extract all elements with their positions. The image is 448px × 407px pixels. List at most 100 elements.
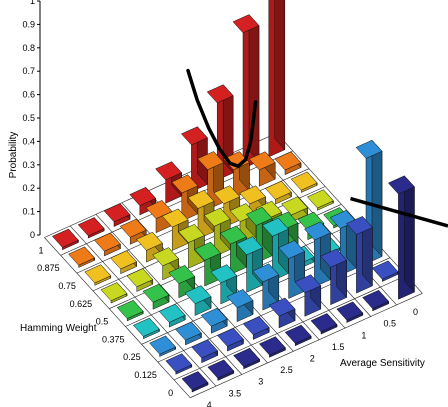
bar-top-face <box>264 180 292 200</box>
bar-top-face <box>119 218 147 238</box>
bar <box>142 283 170 310</box>
bar <box>103 202 131 227</box>
axes-group: 00.10.20.30.40.50.60.70.80.9100.1250.250… <box>22 0 418 407</box>
bar <box>274 151 302 176</box>
bar <box>207 359 235 381</box>
bar <box>233 347 261 370</box>
sensitivity-tick-label: 4 <box>207 400 212 407</box>
bar-top-face <box>207 359 235 379</box>
z-tick-label: 0.7 <box>22 66 35 76</box>
bar <box>93 232 121 257</box>
bar-top-face <box>84 264 112 284</box>
bar-top-face <box>226 289 254 309</box>
bar-top-face <box>216 327 244 347</box>
bar-top-face <box>187 189 215 209</box>
bar-top-face <box>129 186 157 206</box>
bar-top-face <box>93 232 121 252</box>
bar <box>158 303 186 328</box>
bar <box>174 321 202 346</box>
bar-top-face <box>155 161 183 181</box>
bar-top-face <box>206 84 234 104</box>
bar <box>110 250 138 275</box>
bar <box>116 299 144 322</box>
bar-top-face <box>174 321 202 341</box>
bar-top-face <box>320 248 348 268</box>
bar-top-face <box>68 246 96 266</box>
bar-top-face <box>194 241 222 261</box>
bar <box>180 126 208 193</box>
bar <box>194 241 222 287</box>
bar <box>232 13 260 169</box>
bar <box>191 339 219 364</box>
bar <box>184 284 212 316</box>
bar-top-face <box>135 231 163 251</box>
hamming-tick-label: 0.75 <box>58 281 76 291</box>
bar-top-face <box>306 189 334 209</box>
bar-top-face <box>177 223 205 243</box>
bar-top-face <box>203 207 231 227</box>
bar-top-face <box>245 206 273 226</box>
bar-top-face <box>252 263 280 283</box>
z-tick-label: 0.1 <box>22 207 35 217</box>
bar-top-face <box>274 151 302 171</box>
bar-top-face <box>77 217 105 237</box>
z-tick-label: 0 <box>30 230 35 240</box>
bar-top-face <box>200 307 228 327</box>
bar-top-face <box>51 228 79 248</box>
bar-top-face <box>362 289 390 309</box>
bar <box>258 336 286 358</box>
bar-top-face <box>180 126 208 146</box>
bar-top-face <box>310 313 338 333</box>
hamming-tick-label: 0.375 <box>102 334 125 344</box>
z-tick-label: 0.6 <box>22 90 35 100</box>
y-axis-label: Hamming Weight <box>20 323 97 334</box>
bar <box>303 221 331 288</box>
bar-top-face <box>152 247 180 267</box>
floor-line <box>190 293 423 398</box>
bar-top-face <box>168 265 196 285</box>
bar-top-face <box>242 316 270 336</box>
bar-top-face <box>213 185 241 205</box>
bar <box>216 327 244 352</box>
bar-top-face <box>258 336 286 356</box>
sensitivity-tick-label: 1.5 <box>332 342 345 352</box>
bar <box>268 0 286 158</box>
floor-line <box>44 237 191 398</box>
bar <box>132 317 160 340</box>
floor-line <box>44 132 277 238</box>
bar-top-face <box>171 174 199 194</box>
floor-line <box>173 275 407 381</box>
sensitivity-tick-label: 1 <box>361 330 366 340</box>
bar-top-face <box>236 236 264 256</box>
bar <box>281 196 309 223</box>
bar-top-face <box>278 240 306 260</box>
bar <box>149 335 177 357</box>
bar-top-face <box>284 324 312 344</box>
bar <box>248 151 276 187</box>
bar <box>152 246 180 281</box>
bar <box>177 223 205 269</box>
bar-top-face <box>294 274 322 294</box>
bar-top-face <box>126 268 154 288</box>
bar <box>168 264 196 299</box>
bar <box>77 216 105 239</box>
bar <box>100 281 128 304</box>
z-tick-label: 0.9 <box>22 19 35 29</box>
bar-top-face <box>184 285 212 305</box>
bar-side-face <box>371 139 383 258</box>
bar <box>310 312 338 335</box>
bar-top-face <box>290 171 318 191</box>
bar-top-face <box>197 151 225 171</box>
bar-top-face <box>371 260 399 280</box>
bar-top-face <box>100 282 128 302</box>
bar-top-face <box>219 225 247 245</box>
bar <box>320 248 348 306</box>
bar <box>226 288 254 323</box>
floor-line <box>276 132 423 294</box>
sensitivity-tick-label: 2 <box>310 354 315 364</box>
sensitivity-tick-label: 3.5 <box>229 388 242 398</box>
bar-top-face <box>158 303 186 323</box>
bar-top-face <box>165 353 193 373</box>
